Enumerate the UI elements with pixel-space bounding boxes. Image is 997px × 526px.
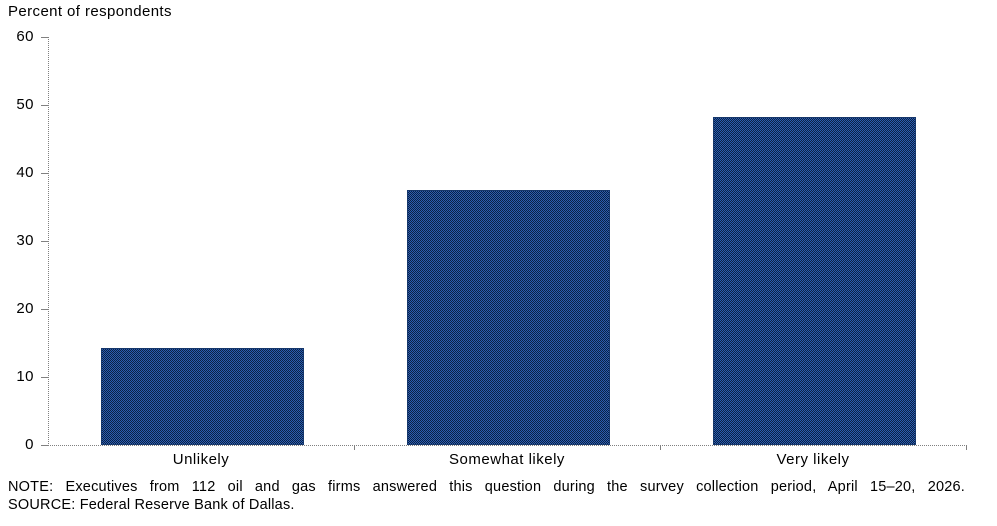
y-axis-tick [41, 308, 49, 310]
source-text: SOURCE: Federal Reserve Bank of Dallas. [8, 497, 295, 513]
y-axis-tick [41, 172, 49, 174]
y-tick-label: 10 [16, 368, 34, 385]
x-axis-tick [660, 445, 661, 450]
y-axis-tick [41, 376, 49, 378]
plot-area: 0 10 20 30 40 50 60 [16, 28, 967, 453]
x-category-label: Very likely [776, 451, 850, 468]
x-axis-labels: Unlikely Somewhat likely Very likely [48, 451, 966, 469]
y-tick-label: 0 [25, 436, 34, 453]
y-axis-tick [41, 36, 49, 38]
y-tick-label: 20 [16, 300, 34, 317]
x-category-label: Somewhat likely [449, 451, 565, 468]
y-tick-label: 50 [16, 96, 34, 113]
note-text: NOTE: Executives from 112 oil and gas fi… [8, 479, 965, 495]
y-tick-label: 30 [16, 232, 34, 249]
x-category-label: Unlikely [172, 451, 230, 468]
footnote-block: NOTE: Executives from 112 oil and gas fi… [8, 478, 965, 514]
x-axis-tick [354, 445, 355, 450]
bar-somewhat-likely [406, 190, 610, 445]
y-tick-label: 40 [16, 164, 34, 181]
bar-very-likely [712, 117, 916, 445]
x-axis-tick [966, 445, 967, 450]
y-axis-title: Percent of respondents [8, 3, 172, 20]
bar-unlikely [100, 347, 304, 445]
y-axis-tick [41, 444, 49, 446]
y-axis-tick [41, 240, 49, 242]
y-tick-label: 60 [16, 28, 34, 45]
y-axis-tick [41, 104, 49, 106]
